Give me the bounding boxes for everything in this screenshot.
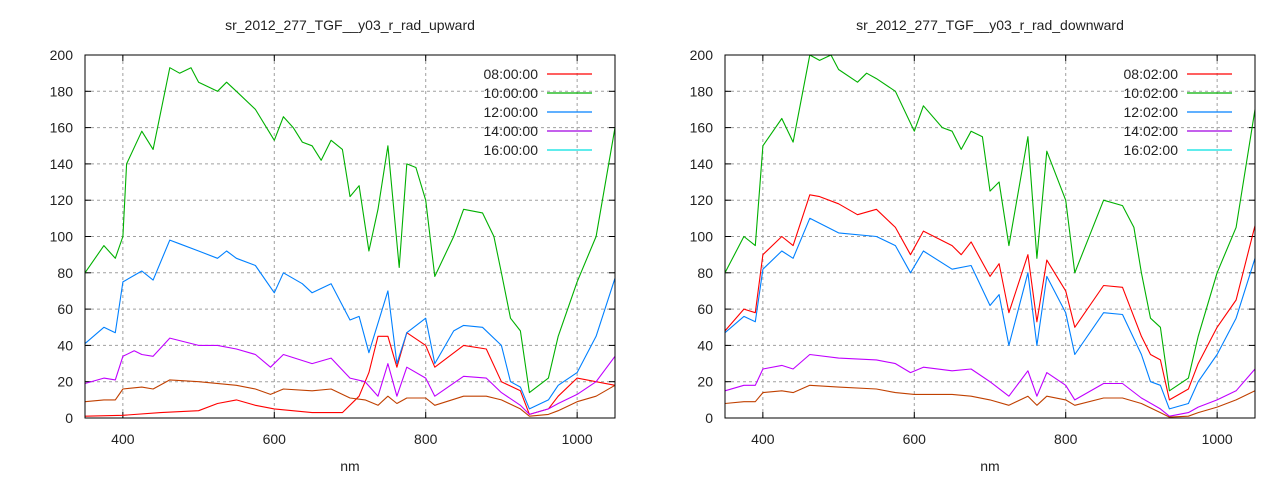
legend-label: 08:00:00 bbox=[484, 66, 539, 82]
series-line-16:00:00 bbox=[84, 379, 616, 417]
series-line-08:02:00 bbox=[724, 194, 1256, 401]
y-tick-label: 180 bbox=[50, 83, 74, 99]
y-tick-label: 200 bbox=[50, 47, 74, 63]
y-tick-label: 0 bbox=[705, 410, 713, 426]
legend-label: 16:00:00 bbox=[484, 142, 539, 158]
legend-label: 12:02:00 bbox=[1124, 104, 1179, 120]
series-line-12:02:00 bbox=[724, 217, 1256, 410]
legend-label: 14:00:00 bbox=[484, 123, 539, 139]
y-tick-label: 120 bbox=[50, 192, 74, 208]
y-tick-label: 20 bbox=[697, 374, 713, 390]
x-axis-label: nm bbox=[340, 458, 359, 474]
y-tick-label: 80 bbox=[697, 265, 713, 281]
legend-label: 10:00:00 bbox=[484, 85, 539, 101]
y-tick-label: 200 bbox=[690, 47, 714, 63]
y-tick-label: 160 bbox=[690, 120, 714, 136]
y-tick-label: 20 bbox=[57, 374, 73, 390]
y-tick-label: 40 bbox=[57, 337, 73, 353]
series-line-14:00:00 bbox=[84, 337, 616, 415]
series-line-16:02:00 bbox=[724, 384, 1256, 418]
series-line-14:02:00 bbox=[724, 353, 1256, 417]
plot-frame bbox=[84, 54, 616, 419]
y-tick-label: 60 bbox=[57, 301, 73, 317]
chart-title: sr_2012_277_TGF__y03_r_rad_upward bbox=[225, 17, 475, 33]
y-tick-label: 140 bbox=[690, 156, 714, 172]
legend-label: 14:02:00 bbox=[1124, 123, 1179, 139]
series-line-12:00:00 bbox=[84, 239, 616, 410]
y-tick-label: 160 bbox=[50, 120, 74, 136]
chart-title: sr_2012_277_TGF__y03_r_rad_downward bbox=[856, 17, 1124, 33]
x-tick-label: 800 bbox=[1054, 431, 1078, 447]
y-tick-label: 120 bbox=[690, 192, 714, 208]
legend-label: 08:02:00 bbox=[1124, 66, 1179, 82]
y-tick-label: 100 bbox=[690, 229, 714, 245]
y-tick-label: 140 bbox=[50, 156, 74, 172]
legend-label: 16:02:00 bbox=[1124, 142, 1179, 158]
x-tick-label: 800 bbox=[414, 431, 438, 447]
series-line-10:02:00 bbox=[724, 54, 1256, 392]
series-line-10:00:00 bbox=[84, 67, 616, 394]
x-tick-label: 1000 bbox=[562, 431, 593, 447]
y-tick-label: 60 bbox=[697, 301, 713, 317]
x-tick-label: 600 bbox=[263, 431, 287, 447]
y-tick-label: 180 bbox=[690, 83, 714, 99]
x-axis-label: nm bbox=[980, 458, 999, 474]
y-tick-label: 80 bbox=[57, 265, 73, 281]
plot-frame bbox=[724, 54, 1256, 419]
x-tick-label: 600 bbox=[903, 431, 927, 447]
y-tick-label: 100 bbox=[50, 229, 74, 245]
y-tick-label: 40 bbox=[697, 337, 713, 353]
x-tick-label: 400 bbox=[751, 431, 775, 447]
legend-label: 12:00:00 bbox=[484, 104, 539, 120]
series-line-08:00:00 bbox=[84, 332, 616, 417]
x-tick-label: 1000 bbox=[1202, 431, 1233, 447]
legend-label: 10:02:00 bbox=[1124, 85, 1179, 101]
x-tick-label: 400 bbox=[111, 431, 135, 447]
y-tick-label: 0 bbox=[65, 410, 73, 426]
